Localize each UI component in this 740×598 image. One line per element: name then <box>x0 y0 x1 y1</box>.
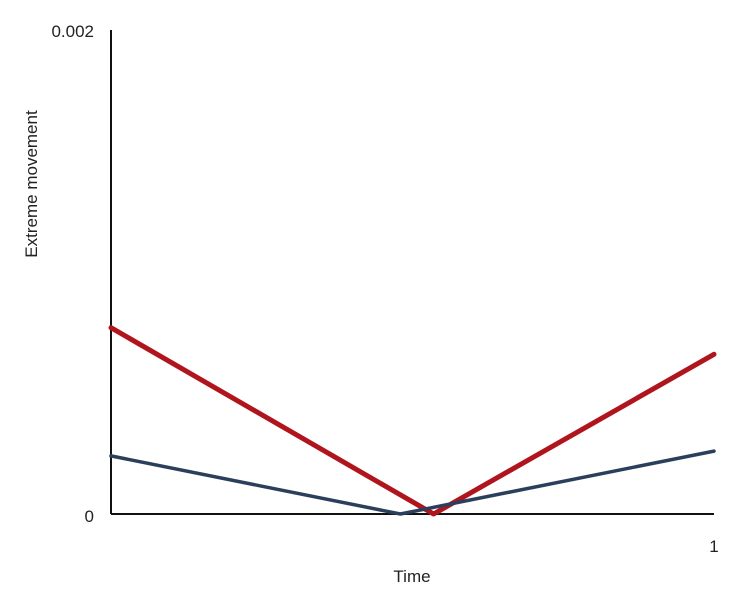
y-tick-label-min: 0 <box>85 507 94 526</box>
series-line-1 <box>108 325 717 517</box>
series-layer <box>108 325 717 517</box>
y-axis-label: Extreme movement <box>22 110 41 258</box>
plot-area <box>108 30 717 517</box>
series-line-2 <box>109 449 716 516</box>
x-axis-label: Time <box>393 567 430 586</box>
x-tick-label-end: 1 <box>709 537 718 556</box>
y-tick-label-max: 0.002 <box>51 22 94 41</box>
